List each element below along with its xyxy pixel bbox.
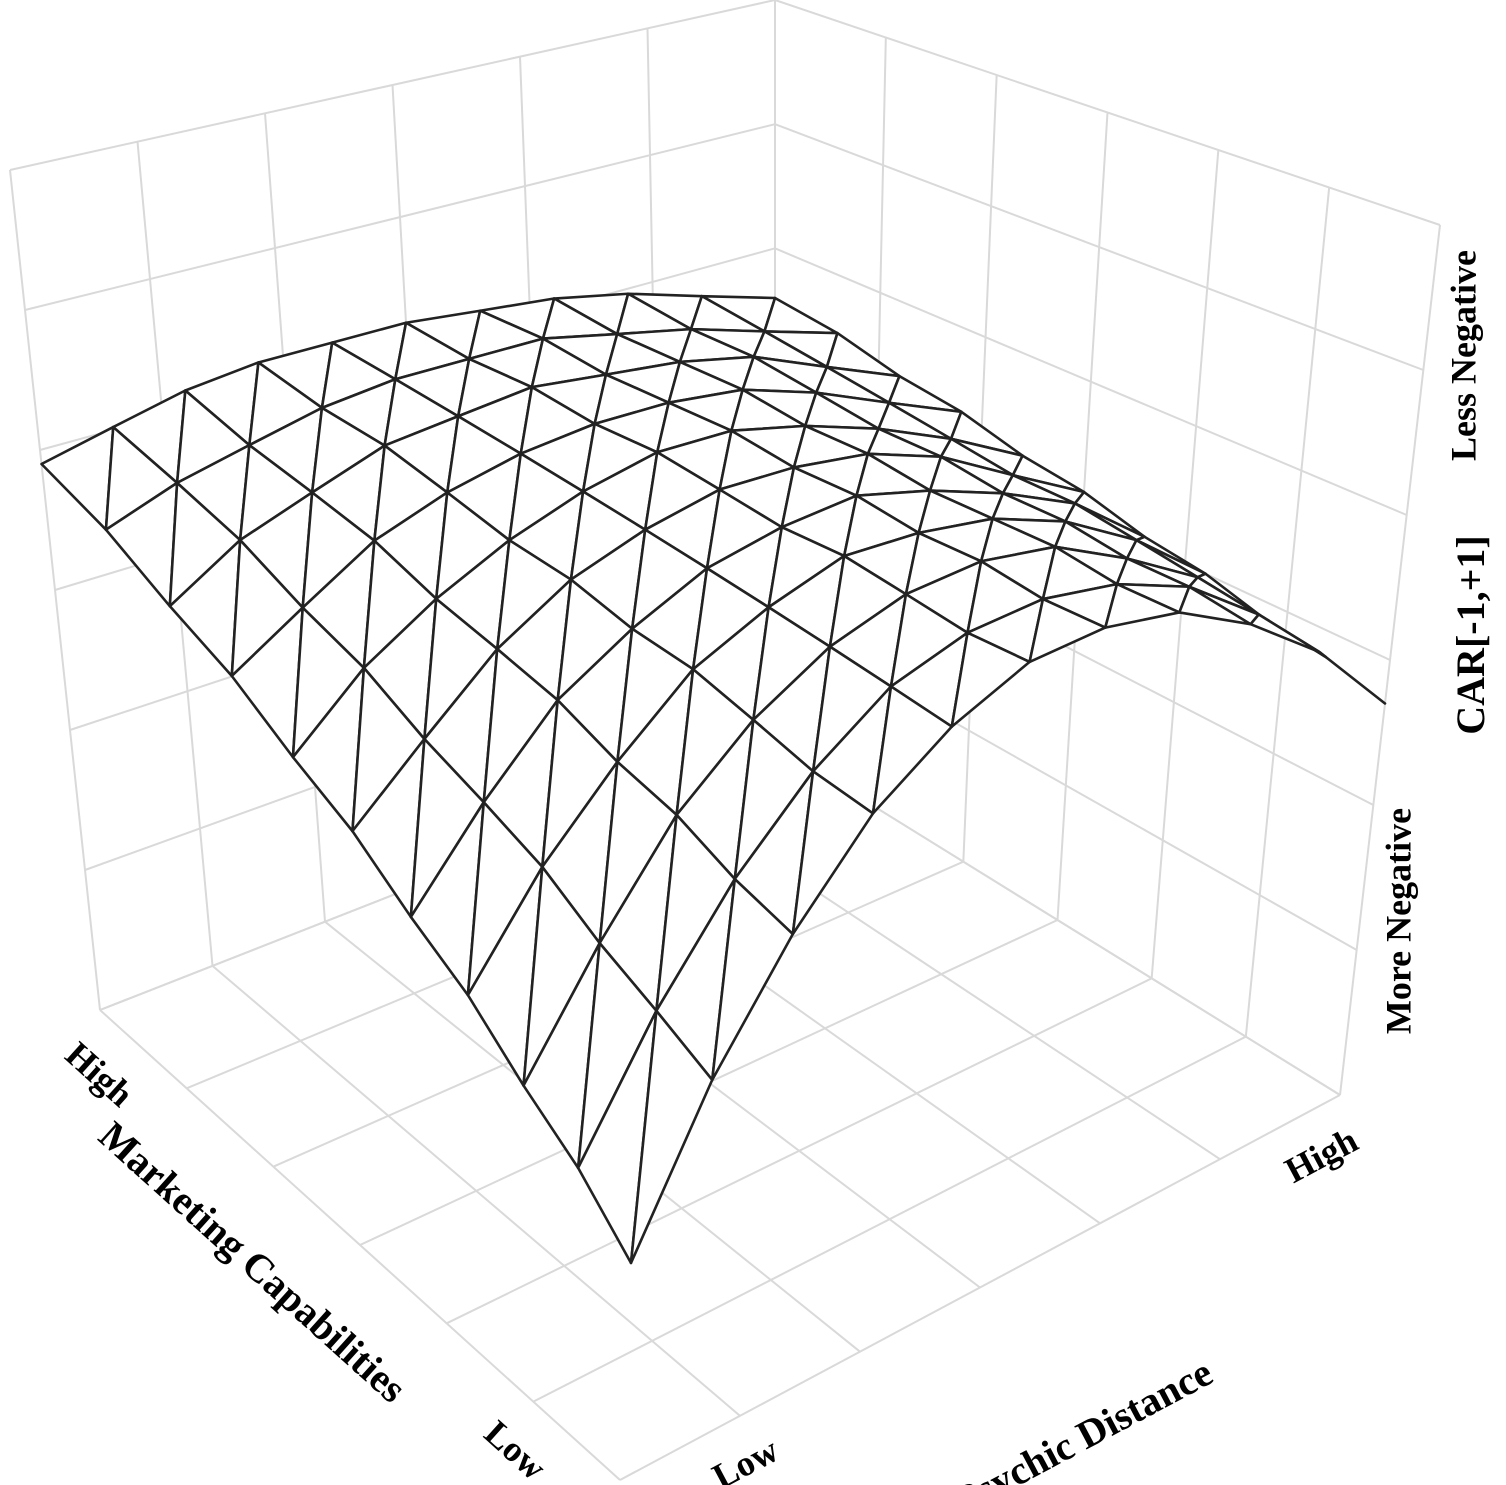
panel-line bbox=[774, 0, 1441, 226]
z-axis-title: CAR[-1,+1] bbox=[1448, 535, 1493, 734]
panel-line bbox=[774, 123, 1424, 371]
z-tick-label: More Negative bbox=[1378, 808, 1418, 1034]
surface-facet bbox=[1318, 650, 1387, 705]
surface bbox=[40, 292, 1387, 1265]
surface-facet bbox=[791, 770, 875, 936]
panel-line bbox=[24, 123, 776, 311]
surface-facet bbox=[629, 1009, 714, 1265]
surface-facet bbox=[1249, 613, 1321, 654]
surface-facet bbox=[1028, 597, 1107, 664]
panel-line bbox=[9, 0, 776, 171]
surface-facet bbox=[1178, 585, 1252, 626]
surface-facet bbox=[871, 685, 954, 815]
surface-facet bbox=[1104, 582, 1181, 629]
surface-facet bbox=[710, 877, 795, 1082]
surface-facet bbox=[950, 631, 1031, 728]
z-tick-label: Less Negative bbox=[1443, 250, 1483, 461]
